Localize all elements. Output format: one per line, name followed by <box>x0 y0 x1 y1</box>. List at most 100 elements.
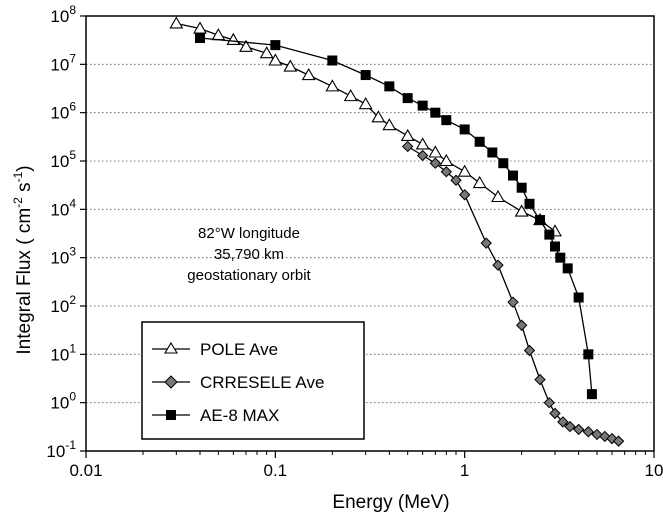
y-tick-label: 104 <box>50 196 76 219</box>
legend-item-pole: POLE Ave <box>152 340 278 359</box>
data-point <box>572 423 585 436</box>
data-point <box>458 189 471 201</box>
data-point <box>325 79 340 92</box>
annotation-line-2: 35,790 km <box>214 246 284 263</box>
annotation-line-1: 82°W longitude <box>198 225 300 242</box>
data-point <box>457 164 472 177</box>
y-tick-label: 100 <box>50 390 76 413</box>
data-point <box>573 292 584 303</box>
data-point <box>401 140 414 153</box>
data-point <box>415 137 430 150</box>
data-point <box>472 175 487 189</box>
data-point <box>523 344 536 357</box>
series-layer <box>169 16 625 447</box>
data-point <box>586 389 597 400</box>
diamond-marker-icon <box>164 375 178 389</box>
data-point <box>194 33 205 44</box>
legend: POLE Ave CRRESELE Ave AE-8 MAX <box>141 321 365 440</box>
data-point <box>400 128 415 141</box>
data-point <box>259 46 274 59</box>
data-point <box>550 241 561 252</box>
data-point <box>417 100 428 111</box>
data-point <box>211 28 226 41</box>
y-tick-label: 10-1 <box>46 438 76 461</box>
data-point <box>430 107 441 118</box>
data-point <box>402 93 413 104</box>
data-point <box>612 435 625 447</box>
series-2 <box>194 33 597 400</box>
data-point <box>549 407 561 420</box>
data-point <box>169 16 184 29</box>
series-1 <box>401 140 625 447</box>
y-axis-title-end: ) <box>14 165 35 171</box>
data-point <box>428 145 443 158</box>
data-point <box>487 147 498 158</box>
data-point <box>270 40 281 51</box>
data-point <box>516 182 527 193</box>
legend-item-ae8: AE-8 MAX <box>152 406 279 425</box>
data-point <box>439 153 454 167</box>
data-point <box>239 39 253 52</box>
plot-area <box>85 15 655 452</box>
annotation-line-3: geostationary orbit <box>187 267 311 284</box>
data-point <box>474 136 485 147</box>
data-point <box>327 55 338 66</box>
y-axis-ticks: 108 107 106 105 104 103 102 101 100 10-1 <box>46 3 86 461</box>
data-point <box>562 263 573 274</box>
x-tick-label: 1 <box>460 461 469 480</box>
series-0 <box>169 16 562 237</box>
x-axis-title: Energy (MeV) <box>332 492 449 513</box>
data-point <box>416 149 429 162</box>
data-point <box>564 420 576 433</box>
data-point <box>429 157 442 169</box>
data-point <box>384 81 395 92</box>
y-axis-title: Integral Flux ( cm-2 s-1) <box>11 165 35 354</box>
legend-label-crresele: CRRESELE Ave <box>200 373 324 392</box>
y-tick-label: 101 <box>50 341 76 364</box>
data-point <box>507 296 519 308</box>
square-marker-icon <box>166 410 176 420</box>
data-point <box>515 319 528 331</box>
y-axis-title-mid: s <box>14 182 35 197</box>
legend-label-pole: POLE Ave <box>200 340 278 359</box>
data-point <box>450 174 462 186</box>
data-point <box>507 170 518 181</box>
data-point <box>498 158 509 169</box>
data-point <box>440 166 453 178</box>
y-axis-title-main: Integral Flux ( cm <box>14 208 35 355</box>
legend-label-ae8: AE-8 MAX <box>200 406 279 425</box>
data-point <box>371 110 386 123</box>
y-axis-title-exp2: -1 <box>11 171 25 182</box>
data-point <box>524 198 535 209</box>
data-point <box>557 416 569 428</box>
data-point <box>358 97 373 110</box>
y-axis-title-exp1: -2 <box>11 197 25 208</box>
y-tick-label: 107 <box>50 51 76 74</box>
data-point <box>582 426 595 438</box>
data-point <box>283 59 298 72</box>
data-point <box>543 396 556 409</box>
data-point <box>491 189 505 203</box>
y-tick-label: 106 <box>50 100 76 123</box>
y-tick-label: 105 <box>50 148 76 171</box>
data-point <box>441 115 452 126</box>
data-point <box>268 53 283 66</box>
data-point <box>360 70 371 81</box>
orbit-annotation: 82°W longitude 35,790 km geostationary o… <box>187 225 311 284</box>
data-point <box>459 124 470 135</box>
data-point <box>514 204 529 217</box>
x-tick-label: 0.1 <box>264 461 288 480</box>
data-point <box>492 259 504 271</box>
data-point <box>591 428 603 441</box>
data-point <box>583 349 594 360</box>
data-point <box>544 229 555 240</box>
data-point <box>480 237 492 249</box>
data-point <box>301 67 316 81</box>
data-point <box>534 373 546 386</box>
data-point <box>343 89 358 102</box>
y-tick-label: 108 <box>50 3 76 26</box>
data-point <box>555 252 566 263</box>
y-tick-label: 103 <box>50 245 76 268</box>
data-point <box>382 118 397 131</box>
